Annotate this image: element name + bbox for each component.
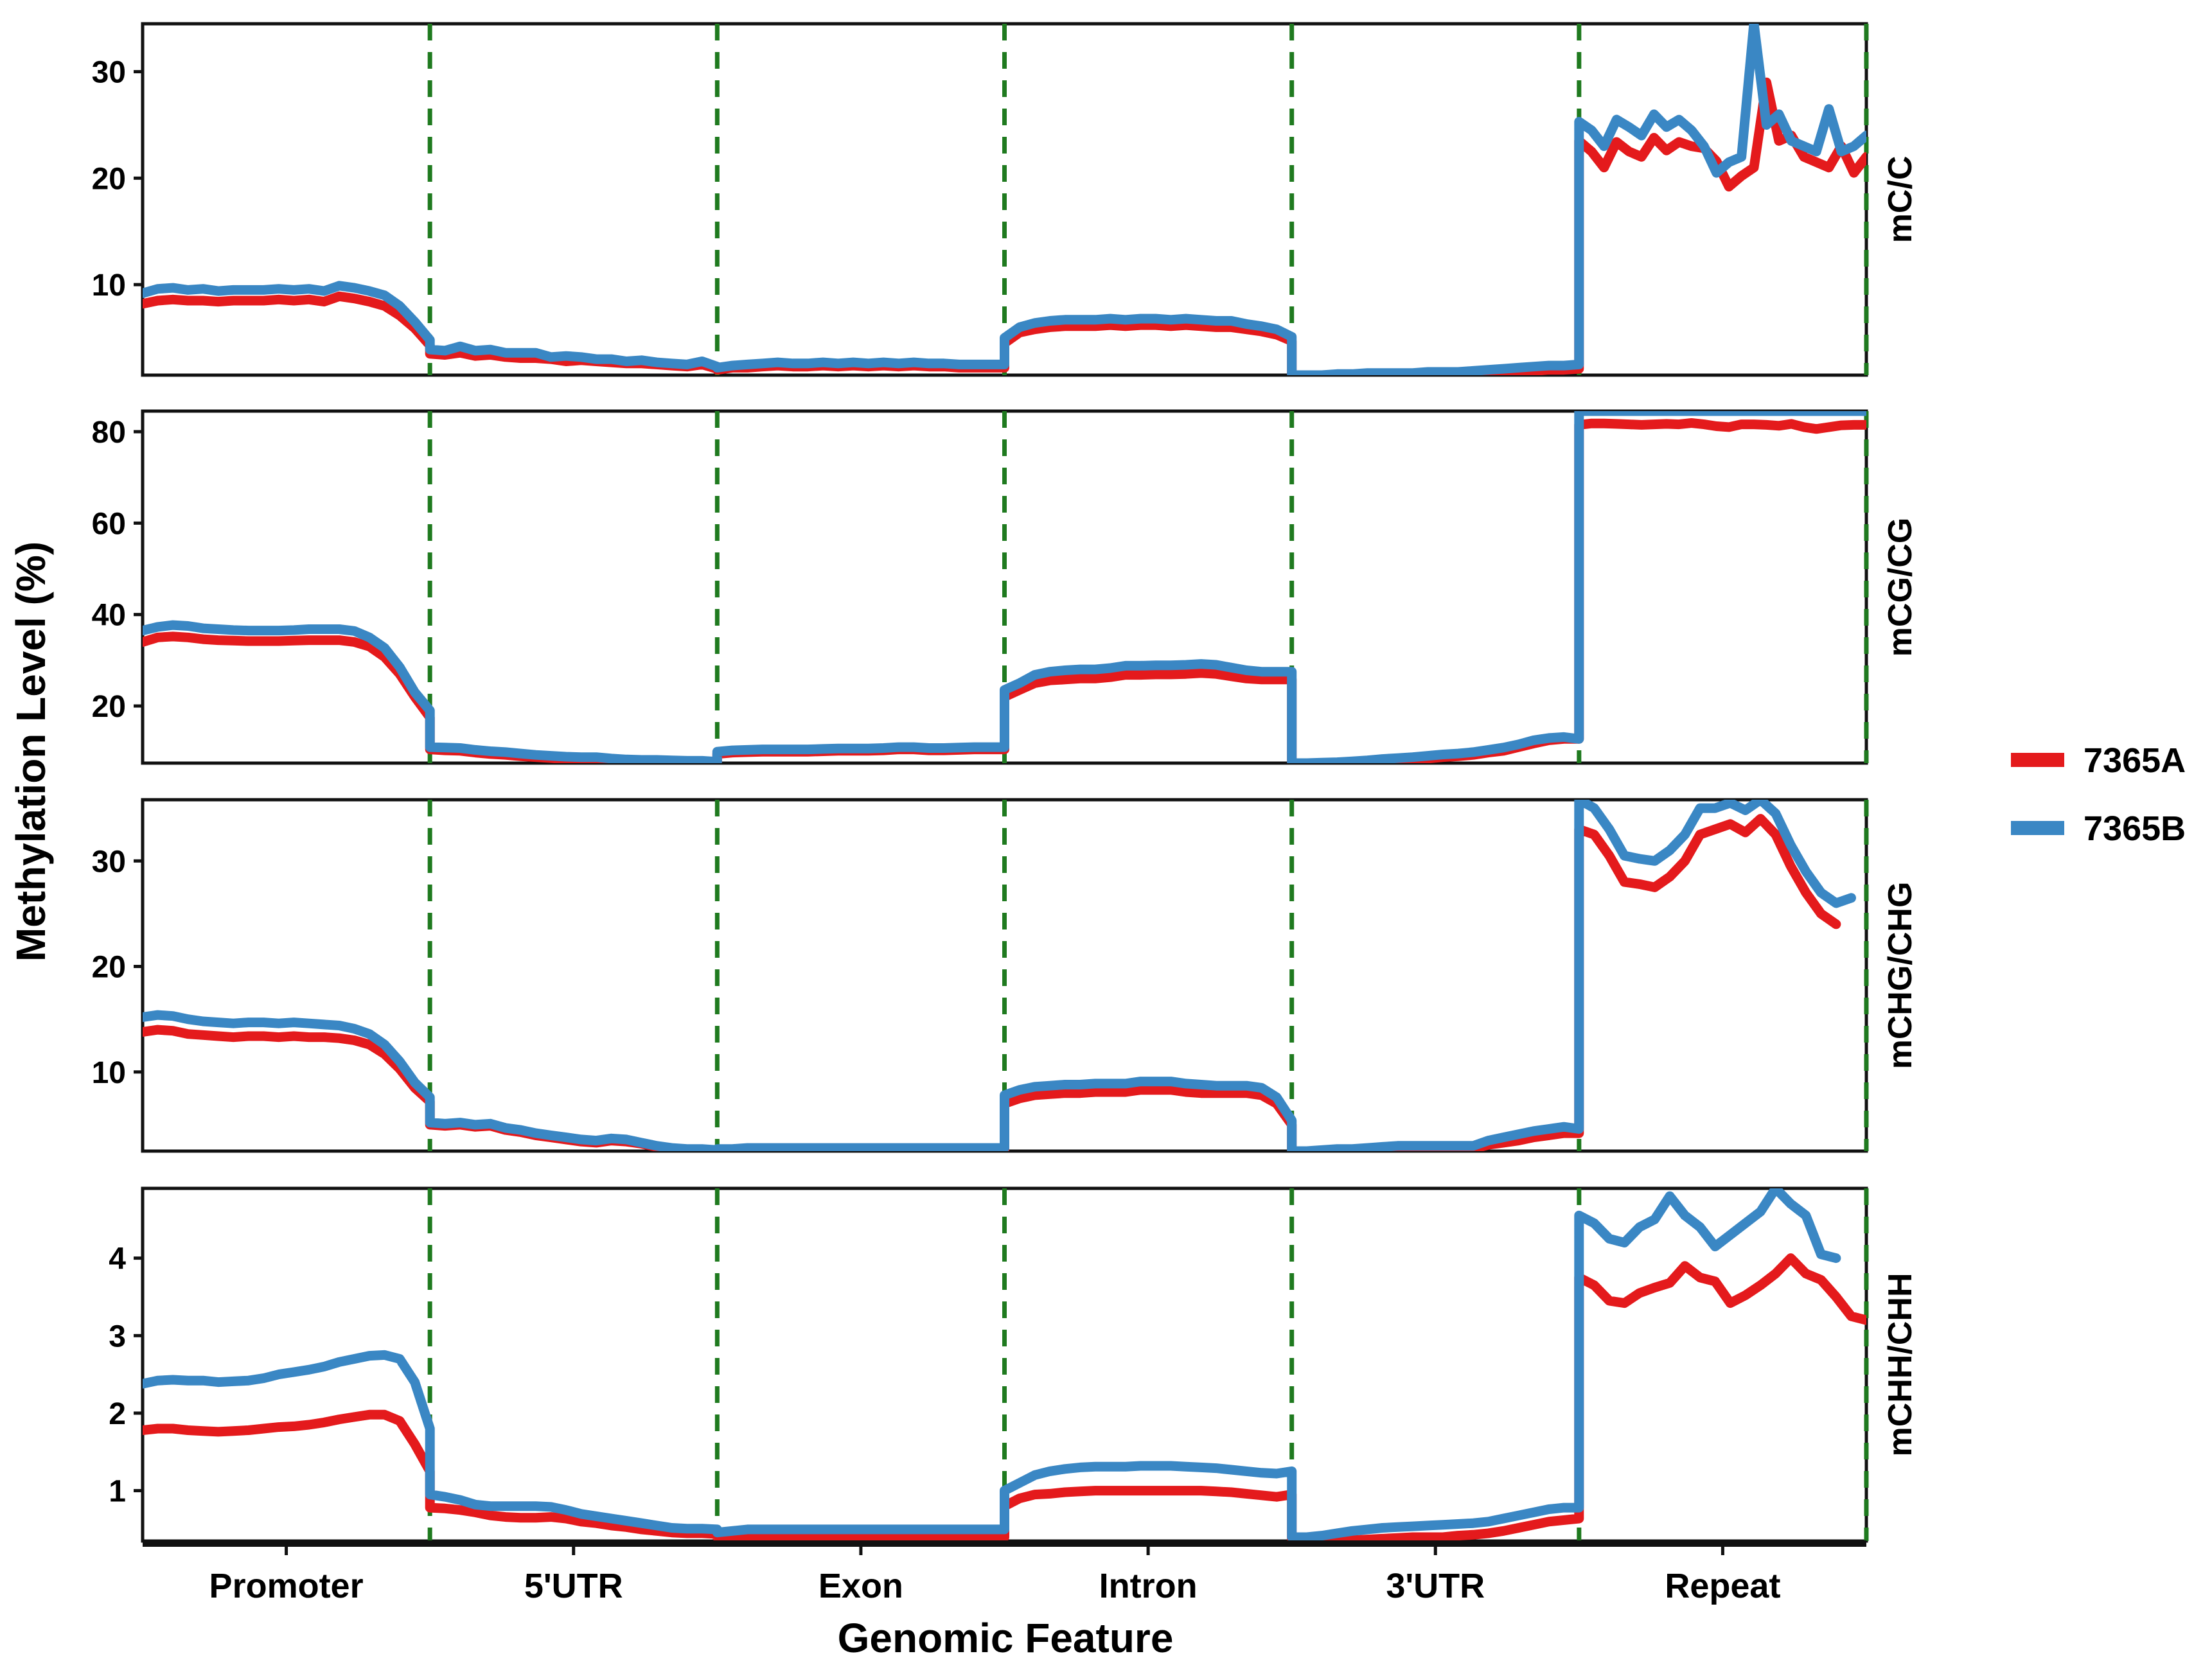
y-tick-label: 2 [109, 1397, 126, 1431]
panel-strip-label: mCHG/CHG [1882, 882, 1919, 1070]
legend: 7365A 7365B [2011, 741, 2186, 848]
series-group [143, 411, 1866, 763]
y-tick-label: 10 [92, 1056, 126, 1090]
y-axis-title: Methylation Level (%) [8, 542, 54, 962]
series-line-7365B [143, 800, 1856, 1151]
y-tick-label: 40 [92, 599, 126, 633]
series-group [143, 800, 1856, 1151]
y-tick-label: 60 [92, 507, 126, 541]
y-tick-label: 30 [92, 56, 126, 90]
y-tick-label: 20 [92, 162, 126, 196]
x-axis-title: Genomic Feature [838, 1615, 1174, 1661]
y-tick-label: 3 [109, 1319, 126, 1353]
panel-2: 20 40 60 80 mCG/CG [92, 409, 1919, 765]
x-tick-label: Promoter [209, 1567, 364, 1605]
x-axis: Promoter 5'UTR Exon Intron 3'UTR Repeat [143, 1540, 1866, 1605]
x-tick-label: Repeat [1665, 1567, 1780, 1605]
series-line-7365B [143, 411, 1866, 763]
panels-group: 10 20 30 mC/C 20 40 60 80 mCG/CG 10 20 30 mCHG/CHG 1 2… [92, 22, 1919, 1543]
series-group [143, 24, 1866, 375]
panel-4: 1 2 3 4 mCHH/CHH [109, 1186, 1919, 1543]
y-tick-label: 80 [92, 416, 126, 450]
y-tick-label: 1 [109, 1475, 126, 1509]
y-tick-label: 30 [92, 845, 126, 879]
series-group [143, 1188, 1866, 1541]
panel-strip-label: mC/C [1882, 156, 1919, 243]
panel-3: 10 20 30 mCHG/CHG [92, 798, 1919, 1153]
panel-1: 10 20 30 mC/C [92, 22, 1919, 377]
x-tick-label: Exon [818, 1567, 903, 1605]
y-tick-label: 4 [109, 1242, 126, 1276]
legend-label-7365B: 7365B [2084, 809, 2186, 848]
y-tick-label: 20 [92, 951, 126, 985]
series-line-7365B [143, 1188, 1841, 1541]
y-tick-label: 20 [92, 690, 126, 724]
y-tick-label: 10 [92, 269, 126, 303]
panel-strip-label: mCG/CG [1882, 518, 1919, 657]
legend-label-7365A: 7365A [2084, 741, 2186, 780]
panel-strip-label: mCHH/CHH [1882, 1273, 1919, 1457]
x-tick-label: 3'UTR [1386, 1567, 1485, 1605]
x-tick-label: 5'UTR [524, 1567, 623, 1605]
x-tick-label: Intron [1099, 1567, 1198, 1605]
series-line-7365B [143, 24, 1866, 375]
